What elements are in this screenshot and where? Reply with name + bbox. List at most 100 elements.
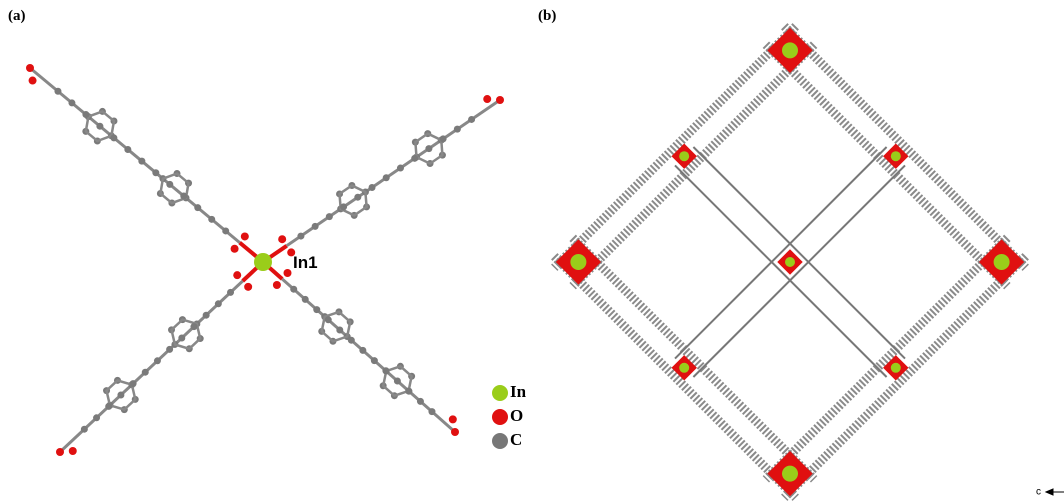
carbon-atom [54, 88, 61, 95]
linker [766, 238, 1008, 480]
oxygen-atom [244, 283, 252, 291]
carbon-atom [82, 111, 89, 118]
linker [675, 147, 887, 359]
legend-marker [492, 433, 508, 449]
oxygen-atom [273, 281, 281, 289]
carbon-atom [152, 169, 159, 176]
linker [573, 45, 815, 287]
carbon-atom [313, 306, 320, 313]
carbon-atom [180, 193, 187, 200]
linker [554, 256, 796, 498]
carbon-atom [110, 134, 117, 141]
carbon-atom [178, 335, 185, 342]
carbon-atom [194, 204, 201, 211]
molecule-structure [26, 64, 504, 456]
oxygen-atom [451, 428, 459, 436]
carbon-atom [312, 223, 319, 230]
indium-atom [254, 253, 272, 271]
carbon-atom [302, 296, 309, 303]
carbon-atom [81, 426, 88, 433]
linker [766, 45, 1008, 287]
linker [693, 147, 905, 359]
carbon-atom [354, 194, 361, 201]
carbon-atom [417, 398, 424, 405]
linker [784, 26, 1026, 268]
indium-node [785, 257, 795, 267]
indium-node [679, 363, 689, 373]
carbon-atom [394, 378, 401, 385]
panel-label: (a) [8, 8, 26, 24]
carbon-atom [428, 408, 435, 415]
carbon-atom [454, 126, 461, 133]
carbon-atom [359, 347, 366, 354]
carbon-atom [96, 123, 103, 130]
indium-node [891, 363, 901, 373]
carbon-atom [336, 327, 343, 334]
carbon-atom [215, 300, 222, 307]
carbon-atom [203, 312, 210, 319]
carbon-atom [405, 388, 412, 395]
carbon-atom [166, 346, 173, 353]
carbon-atom [166, 181, 173, 188]
carbon-atom [397, 165, 404, 172]
bond [30, 68, 240, 243]
indium-node [994, 254, 1010, 270]
legend: In OC [492, 382, 527, 449]
linker [554, 26, 796, 268]
figure: (a) (b) In1 In OC c [0, 0, 1064, 504]
panel-label: (b) [538, 8, 556, 24]
legend-label: C [510, 430, 522, 449]
carbon-atom [154, 357, 161, 364]
carbon-atom [326, 213, 333, 220]
carbon-atom [227, 289, 234, 296]
oxygen-atom [56, 448, 64, 456]
carbon-atom [348, 337, 355, 344]
oxygen-atom [449, 415, 457, 423]
bond [60, 281, 243, 452]
oxygen-atom [231, 245, 239, 253]
carbon-atom [130, 380, 137, 387]
oxygen-atom [69, 447, 77, 455]
linker [693, 165, 905, 377]
carbon-atom [411, 155, 418, 162]
carbon-atom [222, 227, 229, 234]
linker [573, 238, 815, 480]
carbon-atom [440, 135, 447, 142]
indium-node [782, 466, 798, 482]
oxygen-atom [29, 77, 37, 85]
carbon-atom [142, 369, 149, 376]
carbon-atom [124, 146, 131, 153]
carbon-atom [325, 316, 332, 323]
carbon-atom [382, 367, 389, 374]
framework-structure [554, 26, 1026, 498]
oxygen-atom [496, 96, 504, 104]
carbon-atom [190, 323, 197, 330]
carbon-atom [290, 286, 297, 293]
carbon-atom [117, 392, 124, 399]
oxygen-atom [241, 232, 249, 240]
oxygen-atom [26, 64, 34, 72]
legend-label: In [510, 382, 527, 401]
carbon-atom [138, 158, 145, 165]
oxygen-atom [278, 235, 286, 243]
axis-label: c [1036, 487, 1041, 498]
legend-marker [492, 409, 508, 425]
carbon-atom [468, 116, 475, 123]
indium-node [679, 151, 689, 161]
carbon-atom [105, 403, 112, 410]
bond [282, 279, 455, 432]
atom-label: In1 [293, 253, 318, 272]
carbon-atom [369, 184, 376, 191]
bond [287, 100, 500, 246]
oxygen-atom [233, 271, 241, 279]
linker [784, 256, 1026, 498]
carbon-atom [340, 203, 347, 210]
carbon-atom [371, 357, 378, 364]
carbon-atom [93, 414, 100, 421]
carbon-atom [68, 99, 75, 106]
indium-node [891, 151, 901, 161]
carbon-atom [208, 216, 215, 223]
oxygen-atom [483, 95, 491, 103]
carbon-atom [297, 233, 304, 240]
legend-label: O [510, 406, 523, 425]
